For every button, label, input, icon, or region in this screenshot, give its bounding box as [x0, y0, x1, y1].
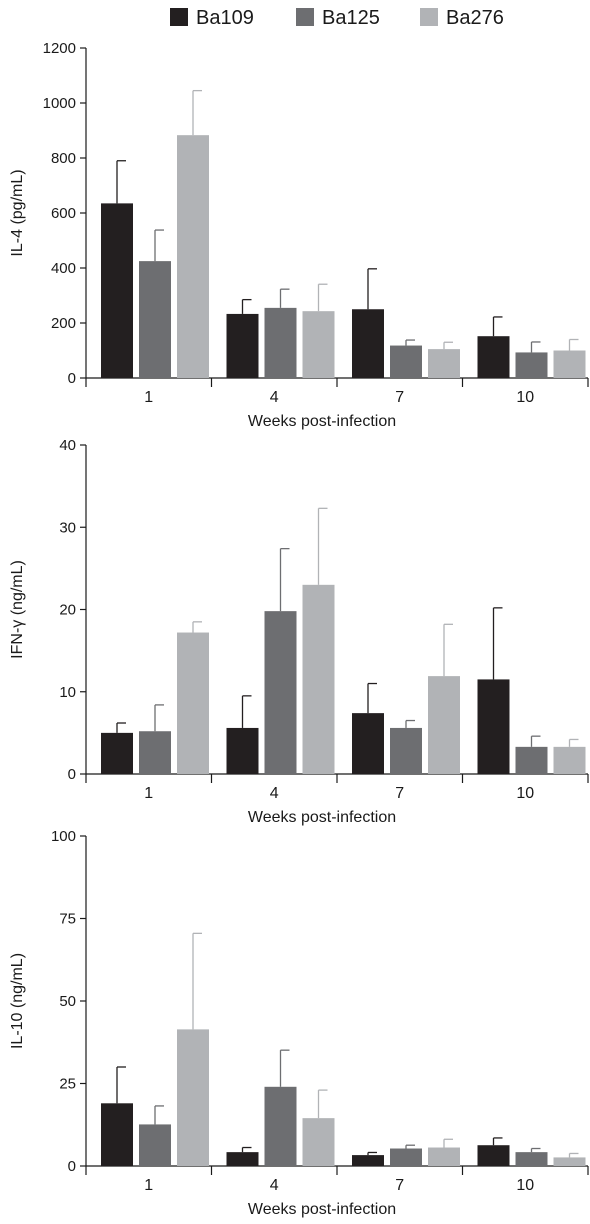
y-tick-label: 1000 [43, 95, 76, 112]
legend-label-ba109: Ba109 [196, 7, 254, 29]
bar-ba276-week-7 [428, 676, 460, 774]
y-tick-label: 100 [51, 828, 76, 845]
bar-ba125-week-1 [139, 261, 171, 378]
bar-ba109-week-1 [101, 203, 133, 378]
bar-ba276-week-7 [428, 349, 460, 378]
chart-panel-2: 0 10 20 30 40 1 4 7 10 Weeks post-infection IFN-γ … [9, 437, 589, 826]
y-tick-label: 50 [59, 993, 76, 1010]
x-tick-label: 7 [395, 1177, 404, 1194]
y-tick-label: 1200 [43, 40, 76, 57]
y-tick-label: 200 [51, 315, 76, 332]
bar-ba276-week-4 [302, 1118, 335, 1166]
bar-ba109-week-10 [477, 336, 510, 378]
bar-ba276-week-4 [302, 311, 335, 378]
y-tick-label: 25 [59, 1076, 76, 1093]
y-tick-label: 800 [51, 150, 76, 167]
bar-ba125-week-7 [390, 727, 422, 774]
legend-swatch-ba276 [420, 8, 438, 26]
bar-ba276-week-4 [302, 584, 335, 774]
bar-ba125-week-4 [264, 307, 297, 378]
bar-ba109-week-1 [101, 732, 133, 774]
bar-ba276-week-1 [177, 135, 209, 378]
x-tick-label: 10 [516, 1177, 534, 1194]
legend: Ba109 Ba125 Ba276 [170, 7, 504, 29]
x-axis-title: Weeks post-infection [248, 413, 396, 430]
legend-label-ba125: Ba125 [322, 7, 380, 29]
bar-ba125-week-4 [264, 611, 297, 774]
x-tick-label: 1 [144, 1177, 153, 1194]
y-tick-label: 30 [59, 519, 76, 536]
y-tick-label: 10 [59, 684, 76, 701]
bar-ba125-week-1 [139, 1124, 171, 1166]
chart-panel-1: 0 200 400 600 800 1000 1200 1 4 7 10 Weeks post-inf… [9, 40, 589, 430]
bar-ba109-week-4 [226, 727, 259, 774]
x-axis-title: Weeks post-infection [248, 1201, 396, 1218]
bar-ba276-week-1 [177, 1029, 209, 1166]
legend-swatch-ba109 [170, 8, 188, 26]
chart-panel-3: 0 25 50 75 100 1 4 7 10 Weeks post-infection IL-10… [9, 828, 589, 1218]
x-tick-label: 7 [395, 389, 404, 406]
y-tick-label: 75 [59, 911, 76, 928]
legend-swatch-ba125 [296, 8, 314, 26]
bar-ba109-week-7 [352, 713, 384, 774]
bar-ba125-week-10 [515, 746, 548, 774]
bar-ba125-week-7 [390, 1148, 422, 1166]
y-axis-title: IL-4 (pg/mL) [9, 169, 26, 256]
bar-ba125-week-4 [264, 1086, 297, 1166]
bar-ba276-week-10 [553, 1157, 586, 1166]
bar-ba276-week-7 [428, 1147, 460, 1166]
y-tick-label: 40 [59, 437, 76, 454]
x-tick-label: 7 [395, 785, 404, 802]
x-tick-label: 4 [270, 1177, 279, 1194]
bar-ba109-week-1 [101, 1103, 133, 1166]
bar-ba276-week-10 [553, 746, 586, 774]
bar-ba276-week-10 [553, 350, 586, 378]
bar-ba125-week-10 [515, 352, 548, 378]
y-tick-label: 600 [51, 205, 76, 222]
y-tick-label: 20 [59, 602, 76, 619]
bar-ba109-week-4 [226, 313, 259, 378]
bar-ba109-week-10 [477, 1145, 510, 1166]
x-tick-label: 1 [144, 785, 153, 802]
y-tick-label: 0 [68, 370, 76, 387]
y-tick-label: 0 [68, 766, 76, 783]
bar-ba109-week-4 [226, 1152, 259, 1166]
x-axis-title: Weeks post-infection [248, 809, 396, 826]
bar-ba125-week-7 [390, 345, 422, 378]
y-tick-label: 400 [51, 260, 76, 277]
bar-ba125-week-1 [139, 731, 171, 774]
x-tick-label: 4 [270, 389, 279, 406]
bar-ba276-week-1 [177, 632, 209, 774]
bar-ba109-week-10 [477, 679, 510, 774]
bar-ba109-week-7 [352, 309, 384, 378]
y-tick-label: 0 [68, 1158, 76, 1175]
y-axis-title: IL-10 (ng/mL) [9, 953, 26, 1049]
bar-ba125-week-10 [515, 1152, 548, 1166]
x-tick-label: 10 [516, 785, 534, 802]
legend-label-ba276: Ba276 [446, 7, 504, 29]
x-tick-label: 4 [270, 785, 279, 802]
y-axis-title: IFN-γ (ng/mL) [9, 560, 26, 659]
x-tick-label: 1 [144, 389, 153, 406]
bar-ba109-week-7 [352, 1155, 384, 1166]
x-tick-label: 10 [516, 389, 534, 406]
